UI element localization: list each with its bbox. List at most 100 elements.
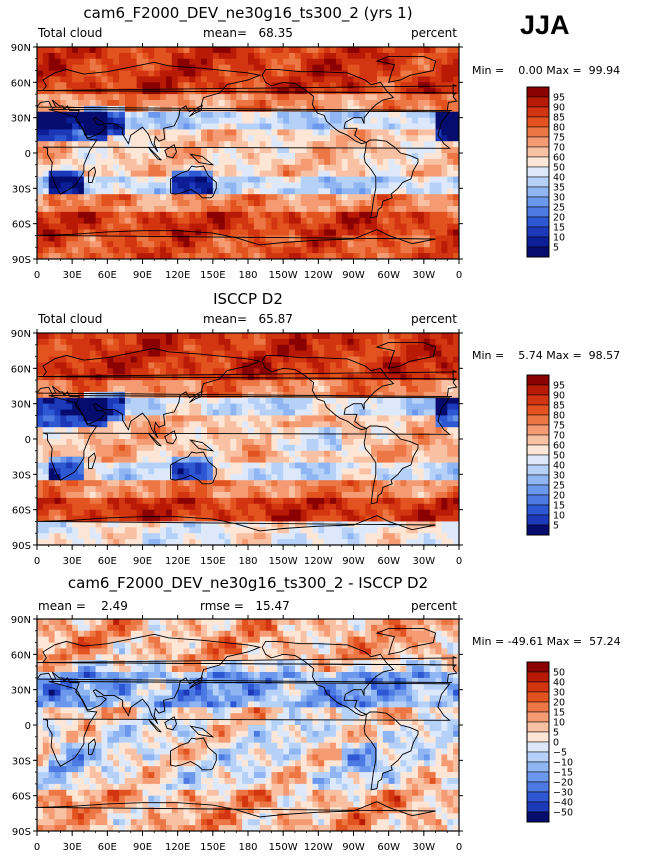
field-cell <box>160 141 166 147</box>
field-cell <box>137 188 143 194</box>
field-cell <box>424 224 430 230</box>
field-cell <box>424 510 430 516</box>
field-cell <box>324 468 330 474</box>
field-cell <box>125 362 131 368</box>
field-cell <box>430 129 436 135</box>
field-cell <box>307 188 313 194</box>
field-cell <box>277 410 283 416</box>
field-cell <box>266 339 272 345</box>
field-cell <box>254 188 260 194</box>
field-cell <box>266 171 272 177</box>
field-cell <box>395 480 401 486</box>
field-cell <box>400 504 406 510</box>
field-cell <box>383 206 389 212</box>
field-cell <box>148 445 154 451</box>
field-cell <box>424 380 430 386</box>
field-cell <box>441 374 447 380</box>
field-cell <box>330 510 336 516</box>
field-cell <box>60 339 66 345</box>
field-cell <box>436 230 442 236</box>
field-cell <box>107 457 113 463</box>
field-cell <box>389 498 395 504</box>
field-cell <box>230 212 236 218</box>
field-cell <box>90 124 96 130</box>
field-cell <box>43 498 49 504</box>
field-cell <box>312 129 318 135</box>
field-cell <box>400 415 406 421</box>
field-cell <box>219 510 225 516</box>
field-cell <box>84 380 90 386</box>
field-cell <box>78 404 84 410</box>
field-cell <box>236 463 242 469</box>
field-cell <box>283 94 289 100</box>
field-cell <box>400 486 406 492</box>
field-cell <box>143 247 149 253</box>
field-cell <box>125 200 131 206</box>
field-cell <box>271 362 277 368</box>
field-cell <box>160 362 166 368</box>
field-cell <box>254 94 260 100</box>
field-cell <box>189 492 195 498</box>
field-cell <box>395 47 401 53</box>
field-cell <box>359 415 365 421</box>
field-cell <box>107 59 113 65</box>
field-cell <box>49 147 55 153</box>
field-cell <box>271 65 277 71</box>
field-cell <box>330 480 336 486</box>
field-cell <box>78 59 84 65</box>
field-cell <box>119 206 125 212</box>
field-cell <box>84 451 90 457</box>
field-cell <box>148 410 154 416</box>
field-cell <box>271 153 277 159</box>
field-cell <box>400 194 406 200</box>
field-cell <box>178 153 184 159</box>
field-cell <box>101 106 107 112</box>
field-cell <box>248 47 254 53</box>
field-cell <box>225 351 231 357</box>
field-cell <box>230 182 236 188</box>
field-cell <box>119 433 125 439</box>
field-cell <box>260 445 266 451</box>
field-cell <box>365 445 371 451</box>
field-cell <box>295 59 301 65</box>
field-cell <box>348 47 354 53</box>
field-cell <box>307 76 313 82</box>
field-cell <box>37 76 43 82</box>
field-cell <box>242 118 248 124</box>
field-cell <box>277 94 283 100</box>
field-cell <box>242 439 248 445</box>
field-cell <box>178 445 184 451</box>
field-cell <box>271 351 277 357</box>
field-cell <box>301 247 307 253</box>
field-cell <box>277 112 283 118</box>
field-cell <box>154 94 160 100</box>
field-cell <box>119 76 125 82</box>
field-cell <box>154 392 160 398</box>
field-cell <box>213 357 219 363</box>
field-cell <box>324 65 330 71</box>
field-cell <box>271 510 277 516</box>
field-cell <box>277 463 283 469</box>
field-cell <box>283 474 289 480</box>
field-cell <box>307 386 313 392</box>
field-cell <box>219 218 225 224</box>
field-cell <box>201 182 207 188</box>
field-cell <box>154 241 160 247</box>
colorbar-swatch <box>527 117 549 127</box>
field-cell <box>436 333 442 339</box>
field-cell <box>137 333 143 339</box>
field-cell <box>412 480 418 486</box>
field-cell <box>72 224 78 230</box>
field-cell <box>359 380 365 386</box>
field-cell <box>184 386 190 392</box>
field-cell <box>266 224 272 230</box>
field-cell <box>418 457 424 463</box>
field-cell <box>324 82 330 88</box>
field-cell <box>418 468 424 474</box>
field-cell <box>84 374 90 380</box>
field-cell <box>406 112 412 118</box>
field-cell <box>201 492 207 498</box>
field-cell <box>295 421 301 427</box>
field-cell <box>354 241 360 247</box>
